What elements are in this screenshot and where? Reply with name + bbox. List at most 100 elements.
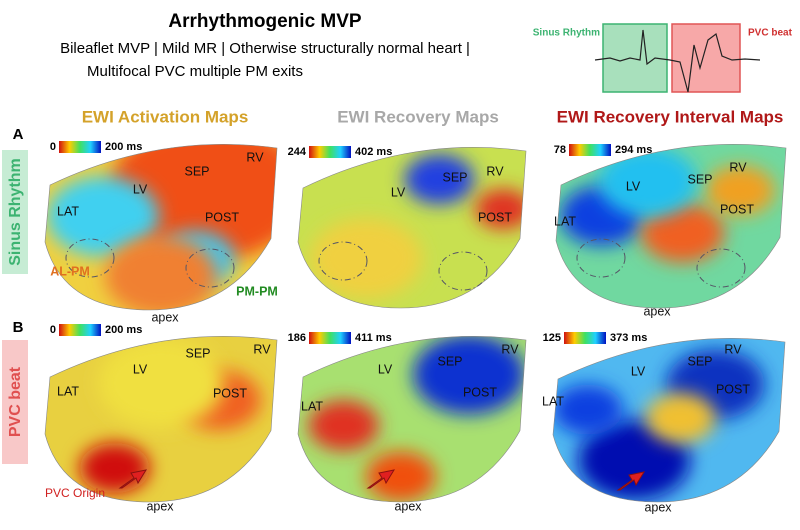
colorbar-max: 402 ms — [355, 146, 392, 158]
heart-outline — [552, 338, 786, 503]
heart-map — [555, 144, 787, 309]
heart-colors — [560, 147, 775, 263]
heart-colors — [308, 336, 525, 502]
heart-outline — [297, 147, 527, 309]
anatomy-label: SEP — [442, 170, 467, 184]
heart-map — [44, 144, 278, 311]
colorbar-min: 186 — [288, 332, 306, 344]
anatomy-label: POST — [213, 386, 247, 400]
heart-map — [552, 338, 786, 503]
anatomy-label: LV — [391, 185, 406, 199]
anatomy-label: LAT — [57, 384, 79, 398]
heart-color-region — [578, 420, 691, 500]
heart-color-region — [308, 400, 379, 451]
heart-color-region — [705, 165, 775, 216]
anatomy-label: SEP — [185, 346, 210, 360]
colorbar — [59, 141, 101, 153]
anatomy-label: apex — [394, 499, 422, 513]
row-label-bg — [2, 340, 28, 464]
anatomy-label: LV — [631, 364, 646, 378]
heart-color-region — [98, 338, 224, 428]
origin-arrow — [366, 469, 396, 489]
row-label: Sinus Rhythm — [7, 158, 24, 266]
ecg-trace — [594, 29, 761, 93]
anatomy-label: SEP — [687, 172, 712, 186]
colorbar-max: 373 ms — [610, 332, 647, 344]
anatomy-label: LV — [378, 362, 393, 376]
subtitle: Bileaflet MVP | Mild MR | Otherwise stru… — [60, 40, 470, 57]
title: Arrhythmogenic MVP — [168, 11, 362, 32]
anatomy-label: apex — [146, 499, 174, 513]
colorbar-min: 0 — [50, 324, 56, 336]
heart-color-region — [553, 384, 623, 435]
anatomy-label: POST — [716, 382, 750, 396]
anatomy-label: RV — [501, 342, 519, 356]
colorbar — [564, 332, 606, 344]
colorbar — [309, 146, 351, 158]
anatomy-label: PVC Origin — [45, 486, 105, 500]
anatomy-label: LAT — [542, 394, 564, 408]
ecg-label: PVC beat — [748, 28, 793, 39]
colorbar-min: 0 — [50, 141, 56, 153]
heart-outline — [44, 336, 278, 503]
anatomy-label: SEP — [437, 354, 462, 368]
colorbar-max: 200 ms — [105, 141, 142, 153]
heart-color-region — [47, 176, 159, 257]
anatomy-label: POST — [720, 202, 754, 216]
colorbar — [59, 324, 101, 336]
heart-color-region — [640, 202, 725, 263]
anatomy-label: LAT — [301, 399, 323, 413]
heart-outline — [297, 336, 527, 503]
anatomy-label: SEP — [184, 164, 209, 178]
column-title: EWI Activation Maps — [82, 107, 249, 126]
colorbar-min: 78 — [554, 144, 566, 156]
papillary-marker — [576, 238, 626, 278]
heart-colors — [553, 349, 765, 500]
ecg-label: Sinus Rhythm — [533, 28, 600, 39]
heart-color-region — [109, 144, 277, 261]
subtitle: Multifocal PVC multiple PM exits — [87, 63, 303, 80]
anatomy-label: RV — [246, 150, 264, 164]
heart-color-region — [645, 393, 716, 443]
colorbar-max: 294 ms — [615, 144, 652, 156]
anatomy-label: RV — [486, 164, 504, 178]
anatomy-label: apex — [643, 304, 671, 318]
heart-map — [44, 336, 278, 503]
row-label-bg — [2, 150, 28, 274]
heart-color-region — [365, 451, 436, 502]
papillary-marker — [65, 238, 115, 278]
anatomy-label: LV — [133, 362, 148, 376]
column-title: EWI Recovery Maps — [337, 107, 499, 126]
colorbar-max: 200 ms — [105, 324, 142, 336]
colorbar-min: 244 — [288, 146, 307, 158]
anatomy-label: POST — [463, 385, 497, 399]
heart-map — [297, 336, 527, 503]
origin-arrow — [118, 469, 148, 489]
anatomy-label: SEP — [687, 354, 712, 368]
colorbar — [569, 144, 611, 156]
anatomy-label: LAT — [57, 204, 79, 218]
heart-color-region — [599, 147, 697, 217]
anatomy-label: RV — [729, 160, 747, 174]
heart-outline — [44, 144, 278, 311]
anatomy-label: apex — [151, 310, 179, 324]
heart-colors — [47, 144, 277, 310]
origin-arrow — [616, 471, 646, 491]
anatomy-label: apex — [644, 500, 672, 514]
papillary-marker — [438, 251, 488, 291]
anatomy-label: AL-PM — [50, 264, 90, 278]
heart-color-region — [413, 336, 525, 415]
heart-color-region — [105, 236, 217, 310]
anatomy-label: LV — [133, 182, 148, 196]
anatomy-label: LV — [626, 179, 641, 193]
heart-outline — [555, 144, 787, 309]
heart-map — [297, 147, 527, 309]
heart-color-region — [475, 189, 526, 229]
ecg-inset: Sinus Rhythm PVC beat — [533, 23, 793, 93]
anatomy-label: POST — [478, 210, 512, 224]
colorbar-min: 125 — [543, 332, 561, 344]
anatomy-label: LAT — [554, 214, 576, 228]
papillary-marker — [185, 248, 235, 288]
column-title: EWI Recovery Interval Maps — [557, 107, 784, 126]
